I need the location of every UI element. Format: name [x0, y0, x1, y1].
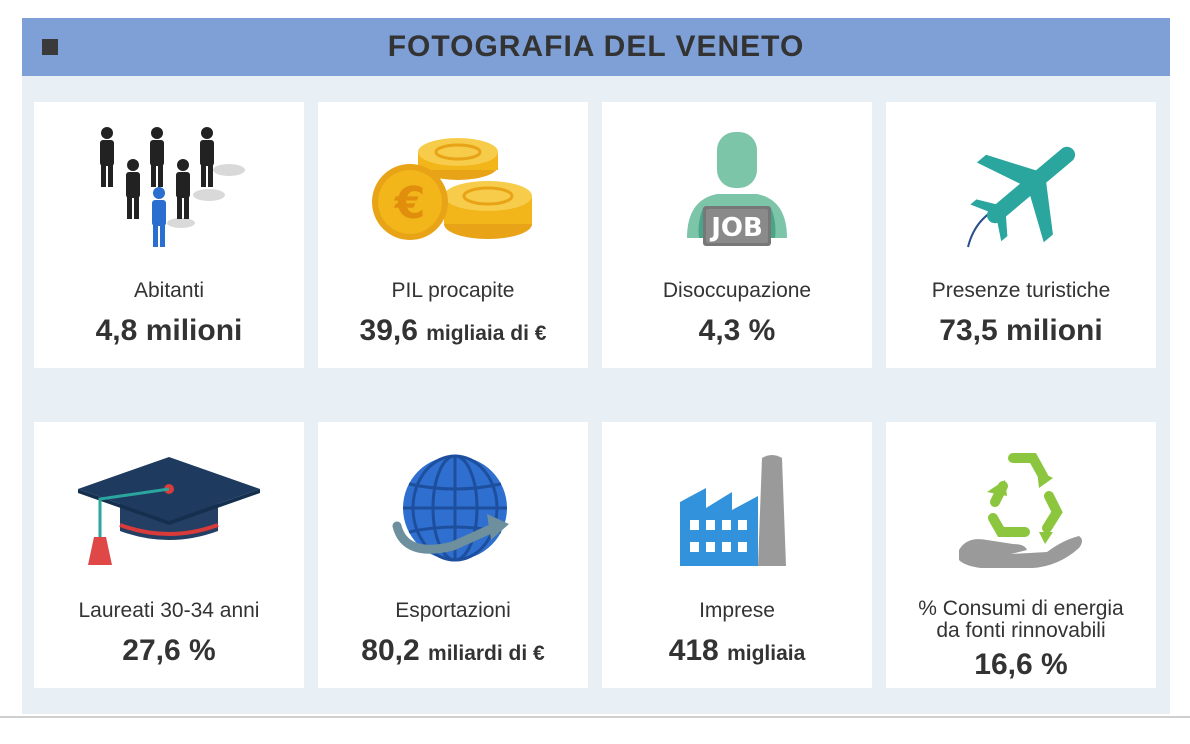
card-label: Imprese [699, 599, 775, 622]
card-label: Esportazioni [395, 599, 511, 622]
coins-icon: € [318, 120, 588, 260]
card-abitanti: Abitanti 4,8 milioni [34, 102, 304, 368]
card-value: 27,6 % [122, 634, 216, 667]
card-label: % Consumi di energia [918, 597, 1124, 620]
card-esportazioni: Esportazioni 80,2 miliardi di € [318, 422, 588, 688]
recycle-hand-icon [886, 440, 1156, 580]
card-value: 4,8 milioni [95, 314, 243, 347]
card-imprese: Imprese 418 migliaia [602, 422, 872, 688]
card-pil-procapite: € PIL procapite 39,6 migliaia di € [318, 102, 588, 368]
card-value: 418 migliaia [668, 634, 806, 667]
job-seeker-icon: JOB [602, 120, 872, 260]
card-value: 73,5 milioni [939, 314, 1103, 347]
card-disoccupazione: JOB Disoccupazione 4,3 % [602, 102, 872, 368]
card-value: 16,6 % [974, 648, 1068, 681]
globe-icon [318, 440, 588, 580]
card-value: 4,3 % [698, 314, 776, 347]
card-presenze-turistiche: Presenze turistiche 73,5 milioni [886, 102, 1156, 368]
factory-icon [602, 440, 872, 580]
card-label: Abitanti [133, 279, 205, 302]
card-consumi-energia: % Consumi di energia da fonti rinnovabil… [886, 422, 1156, 688]
card-label: PIL procapite [391, 279, 515, 302]
bottom-divider [0, 716, 1190, 718]
card-label-line-2: da fonti rinnovabili [936, 619, 1106, 642]
veneto-infographic-panel: FOTOGRAFIA DEL VENETO [22, 18, 1170, 714]
card-value: 80,2 miliardi di € [361, 634, 545, 667]
card-value: 39,6 migliaia di € [359, 314, 547, 347]
graduation-cap-icon [34, 440, 304, 580]
square-bullet-icon [42, 39, 58, 55]
page-title: FOTOGRAFIA DEL VENETO [387, 30, 805, 63]
people-icon [34, 120, 304, 260]
header-bar: FOTOGRAFIA DEL VENETO [22, 18, 1170, 76]
card-laureati: Laureati 30-34 anni 27,6 % [34, 422, 304, 688]
airplane-icon [886, 120, 1156, 260]
card-label: Disoccupazione [662, 279, 812, 302]
svg-text:€: € [394, 178, 426, 229]
svg-text:JOB: JOB [709, 213, 763, 243]
card-label: Laureati 30-34 anni [78, 599, 260, 622]
card-label: Presenze turistiche [931, 279, 1111, 302]
